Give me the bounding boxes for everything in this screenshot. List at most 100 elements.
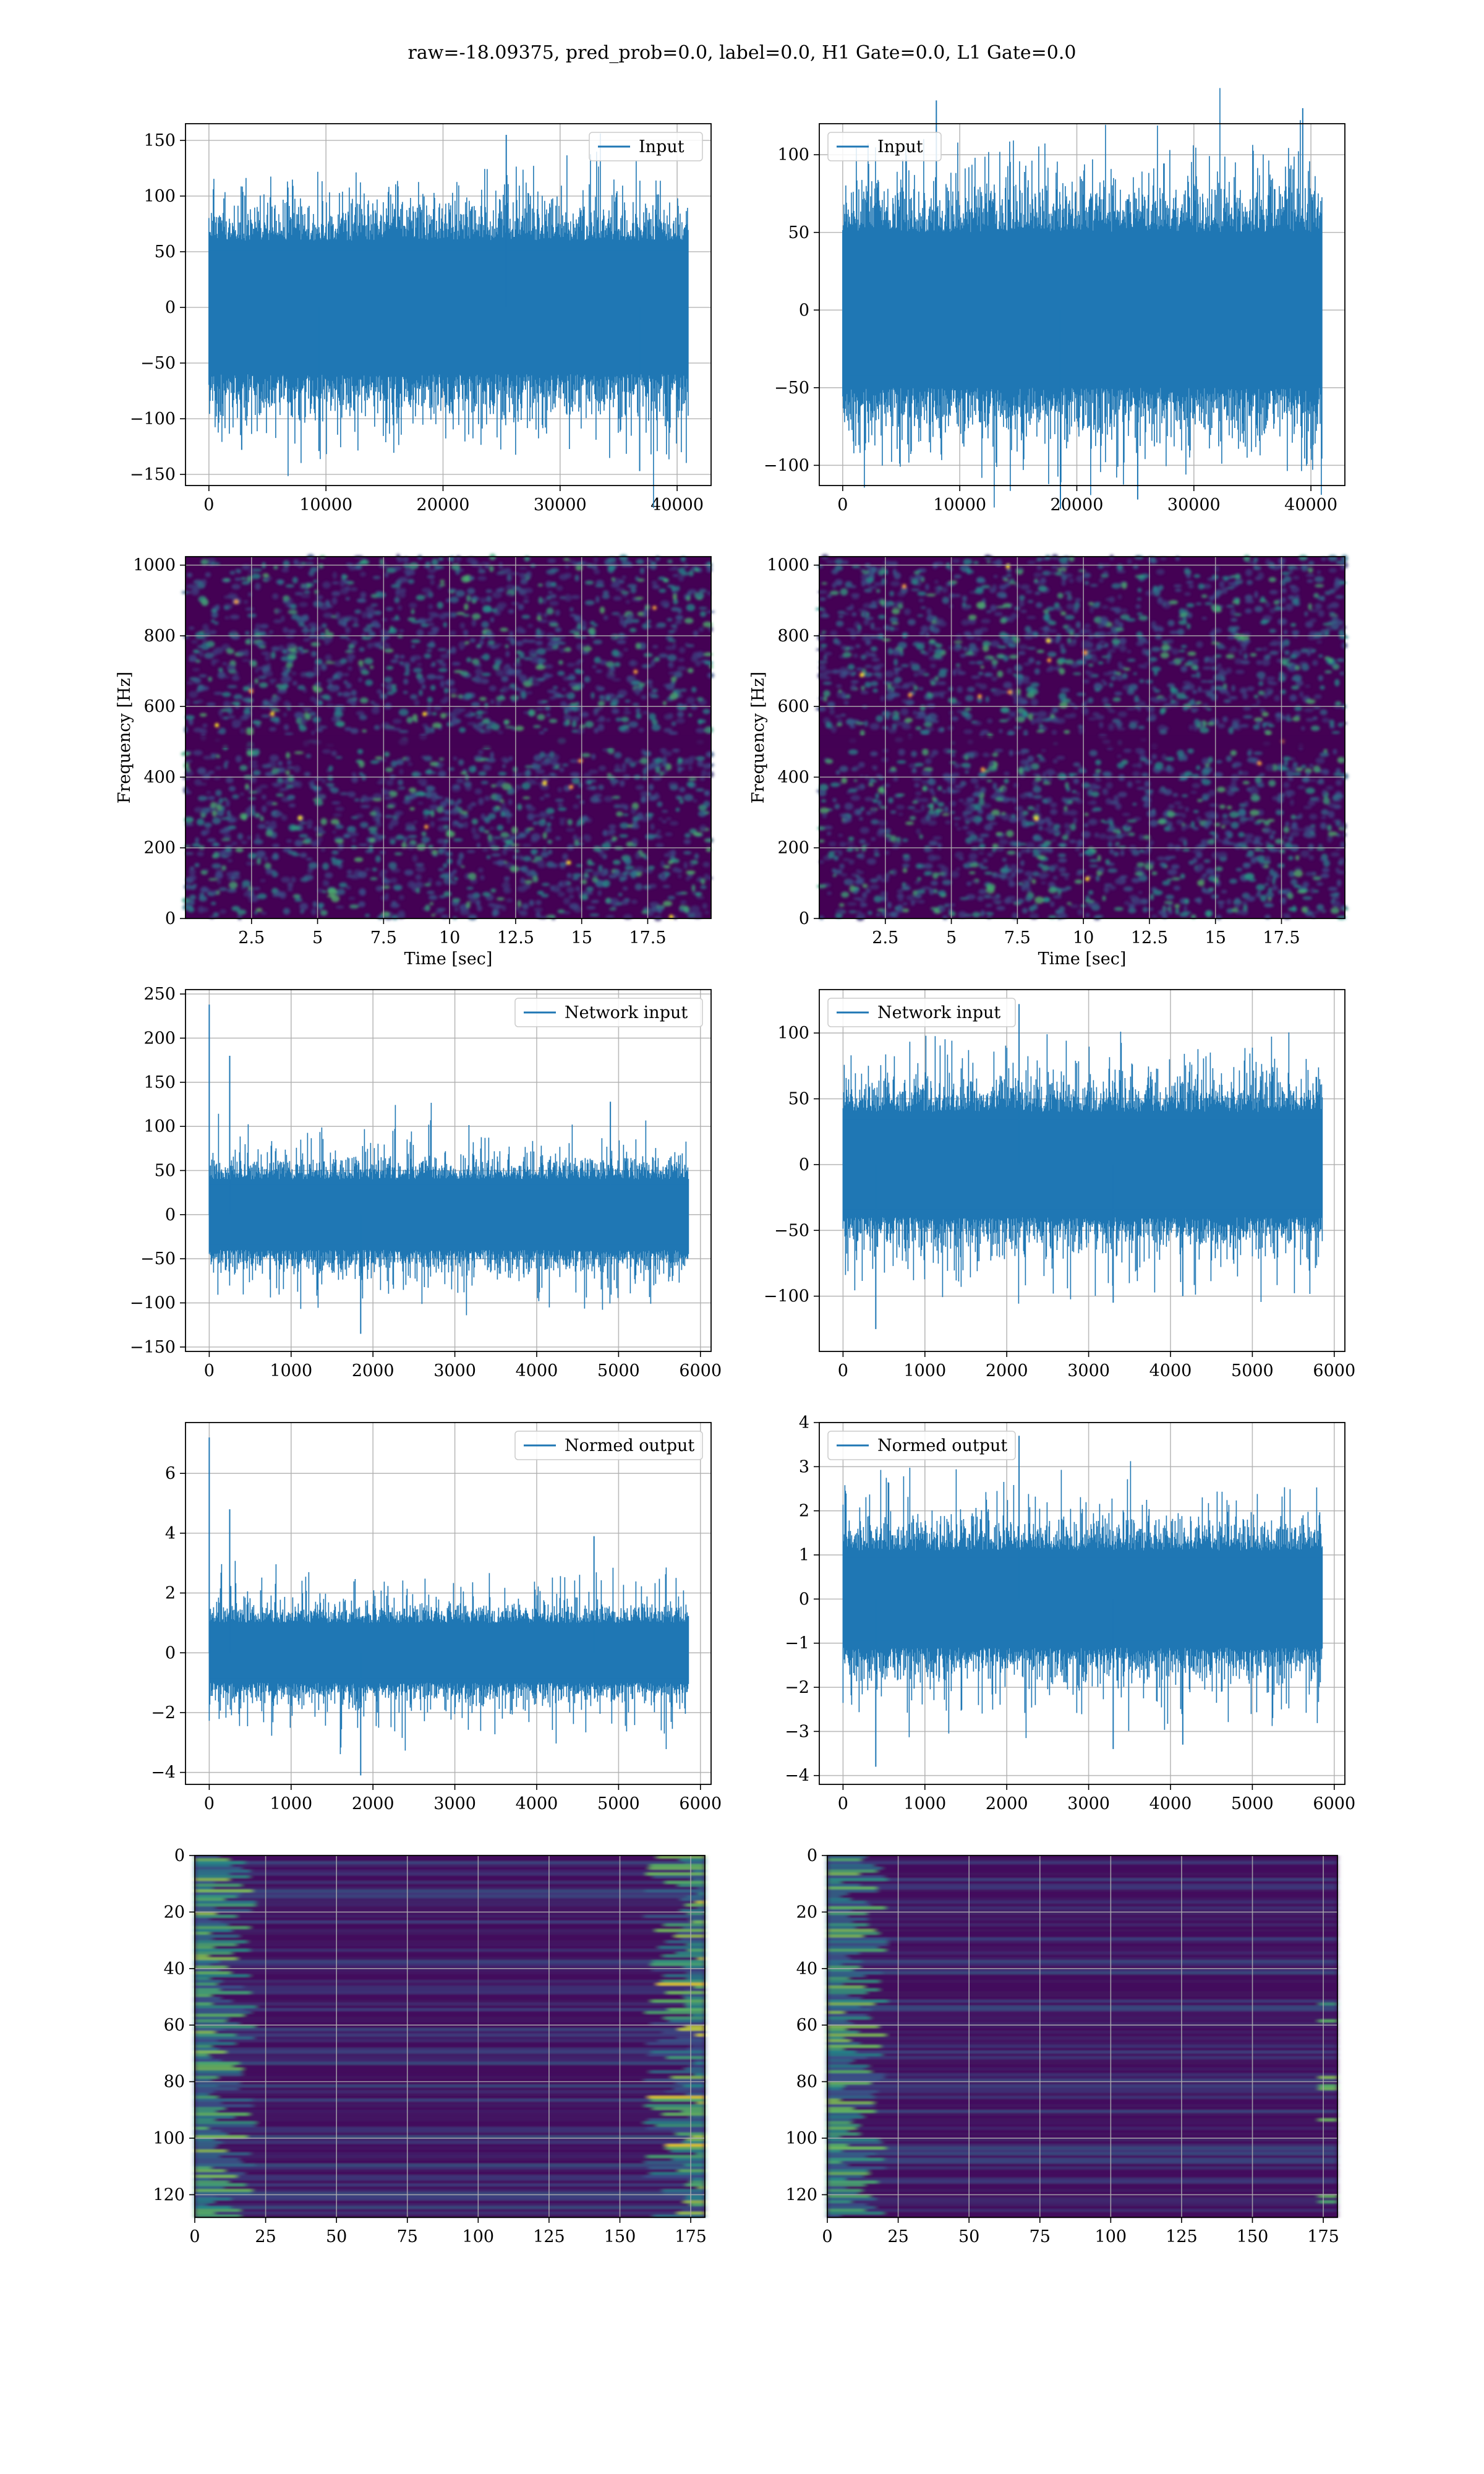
l1-spectrogram-xlabel: Time [sec] (1038, 949, 1127, 969)
h1-network-input-legend: Network input (514, 998, 703, 1027)
h1-network-input-legend-box (514, 998, 703, 1027)
h1-network-input-series-core (209, 1184, 688, 1245)
h1-spectrogram-notch-band (186, 735, 711, 748)
l1-normed-output-ytick-label-6: 2 (799, 1502, 809, 1521)
l1-feature-map-plot: 0 25 50 75 100 125 150 175 0 20 40 60 80 100 120 (785, 1846, 1339, 2246)
l1-network-input-legend: Network input (827, 998, 1016, 1027)
l1-network-input-ytick-label-2: 0 (799, 1155, 809, 1175)
h1-network-input-ytick-label-0: −150 (130, 1338, 176, 1357)
h1-network-input-ytick-label-4: 50 (155, 1162, 176, 1181)
h1-feature-map-ytick-label-5: 100 (153, 2129, 185, 2148)
l1-normed-output-legend-box (827, 1431, 1016, 1460)
h1-input-series-core (208, 250, 689, 364)
l1-normed-output-xtick-label-1: 1000 (903, 1794, 946, 1813)
h1-input-xtick-label-0: 0 (203, 495, 214, 515)
h1-network-input-plot: 0 1000 2000 3000 4000 5000 6000 −150 −100 −50 0 50 1… (130, 985, 722, 1380)
h1-spectrogram-ylabel: Frequency [Hz] (115, 672, 134, 803)
h1-spectrogram-xtick-label-5: 15 (571, 928, 592, 948)
l1-network-input-xtick-label-3: 3000 (1067, 1361, 1110, 1380)
h1-network-input-ytick-label-1: −100 (130, 1294, 176, 1313)
h1-feature-map-ytick-label-3: 60 (164, 2016, 185, 2035)
h1-spectrogram-ytick-label-5: 1000 (133, 556, 176, 575)
l1-network-input-plot: 0 1000 2000 3000 4000 5000 6000 −100 −50 0 50 100 Ne… (764, 989, 1355, 1380)
l1-input-xtick-label-0: 0 (837, 495, 848, 515)
l1-normed-output-ytick-label-0: −4 (785, 1766, 809, 1786)
h1-feature-map-ytick-label-4: 80 (164, 2073, 185, 2092)
l1-normed-output-xtick-label-0: 0 (838, 1794, 848, 1813)
h1-feature-map-xtick-label-3: 75 (397, 2227, 418, 2246)
l1-network-input-ytick-label-3: 50 (788, 1090, 809, 1109)
l1-input-legend: Input (827, 132, 942, 161)
l1-network-input-ytick-label-4: 100 (777, 1024, 809, 1043)
l1-normed-output-xtick-label-4: 4000 (1149, 1794, 1192, 1813)
h1-normed-output-ytick-label-0: −4 (151, 1763, 176, 1783)
h1-feature-map-xtick-label-2: 50 (326, 2227, 347, 2246)
h1-network-input-xtick-label-4: 4000 (516, 1361, 558, 1380)
l1-network-input-legend-box (827, 998, 1016, 1027)
l1-spectrogram-ylabel: Frequency [Hz] (749, 672, 768, 803)
h1-normed-output-series-core (209, 1627, 688, 1679)
h1-input-legend: Input (589, 132, 703, 161)
l1-network-input-xtick-label-2: 2000 (986, 1361, 1028, 1380)
l1-feature-map-image (827, 1856, 1337, 2218)
h1-spectrogram-ytick-label-3: 600 (143, 697, 176, 716)
h1-network-input-ytick-label-3: 0 (165, 1205, 176, 1225)
h1-spectrogram-ytick-label-4: 800 (143, 627, 176, 646)
l1-input-xtick-label-3: 30000 (1167, 495, 1221, 515)
l1-input-frame (819, 123, 1345, 486)
h1-input-frame (185, 123, 712, 486)
figure-suptitle: raw=-18.09375, pred_prob=0.0, label=0.0,… (407, 42, 1077, 64)
h1-normed-output-xtick-label-3: 3000 (433, 1794, 476, 1813)
h1-normed-output-legend-label: Normed output (565, 1436, 694, 1455)
l1-feature-map-ytick-label-2: 40 (796, 1959, 817, 1979)
h1-network-input-ytick-label-7: 200 (143, 1029, 176, 1048)
l1-normed-output-ytick-label-2: −2 (785, 1678, 809, 1697)
l1-spectrogram-frame (819, 556, 1345, 919)
h1-spectrogram-xtick-label-6: 17.5 (629, 928, 666, 948)
l1-feature-map-xtick-label-1: 25 (887, 2227, 908, 2246)
l1-feature-map-xtick-label-7: 175 (1307, 2227, 1339, 2246)
l1-normed-output-legend: Normed output (827, 1431, 1016, 1460)
h1-network-input-ytick-label-6: 150 (143, 1073, 176, 1092)
l1-input-series-core (842, 244, 1323, 376)
l1-normed-output-plot: 0 1000 2000 3000 4000 5000 6000 −4 −3 −2 −1 0 1 2 3 4 No… (785, 1413, 1355, 1813)
l1-input-ytick-label-0: −100 (764, 456, 809, 475)
l1-feature-map-xtick-label-4: 100 (1095, 2227, 1127, 2246)
l1-spectrogram-ytick-label-1: 200 (777, 839, 809, 858)
l1-feature-map-ytick-label-0: 0 (807, 1846, 817, 1865)
l1-input-xtick-label-1: 10000 (933, 495, 986, 515)
l1-normed-output-ytick-label-7: 3 (799, 1457, 809, 1476)
h1-feature-map-xtick-label-1: 25 (255, 2227, 276, 2246)
l1-input-xtick-label-2: 20000 (1051, 495, 1104, 515)
l1-normed-output-ytick-label-8: 4 (799, 1413, 809, 1432)
h1-spectrogram-xtick-label-3: 10 (439, 928, 460, 948)
l1-network-input-frame (819, 989, 1345, 1352)
l1-network-input-xtick-label-5: 5000 (1231, 1361, 1274, 1380)
l1-network-input-series-core (843, 1119, 1322, 1210)
l1-network-input-xtick-label-0: 0 (838, 1361, 848, 1380)
l1-feature-map-xtick-label-0: 0 (822, 2227, 832, 2246)
h1-feature-map-ytick-label-2: 40 (164, 1959, 185, 1979)
h1-normed-output-ytick-label-5: 6 (165, 1464, 176, 1483)
h1-feature-map-xtick-label-0: 0 (189, 2227, 200, 2246)
l1-feature-map-xtick-label-5: 125 (1166, 2227, 1198, 2246)
h1-spectrogram-xlabel: Time [sec] (404, 949, 493, 969)
l1-feature-map-xtick-label-6: 150 (1237, 2227, 1269, 2246)
h1-feature-map-xtick-label-5: 125 (533, 2227, 565, 2246)
h1-input-xtick-label-1: 10000 (299, 495, 352, 515)
h1-feature-map-ytick-label-1: 20 (164, 1903, 185, 1922)
l1-normed-output-ytick-label-5: 1 (799, 1546, 809, 1565)
h1-input-ytick-label-0: −150 (130, 465, 176, 484)
h1-feature-map-xtick-label-6: 150 (604, 2227, 636, 2246)
h1-feature-map-image (195, 1856, 705, 2218)
h1-spectrogram-xtick-label-0: 2.5 (238, 928, 265, 948)
l1-normed-output-legend-label: Normed output (877, 1436, 1007, 1455)
l1-network-input-ytick-label-0: −100 (764, 1287, 809, 1306)
h1-normed-output-legend: Normed output (514, 1431, 703, 1460)
h1-input-ytick-label-6: 150 (143, 131, 176, 150)
h1-normed-output-plot: 0 1000 2000 3000 4000 5000 6000 −4 −2 0 2 4 6 Normed … (151, 1422, 722, 1813)
l1-spectrogram-xtick-label-5: 15 (1205, 928, 1226, 948)
l1-feature-map-ytick-label-6: 120 (785, 2185, 817, 2204)
h1-normed-output-xtick-label-1: 1000 (270, 1794, 312, 1813)
l1-normed-output-ytick-label-4: 0 (799, 1590, 809, 1609)
